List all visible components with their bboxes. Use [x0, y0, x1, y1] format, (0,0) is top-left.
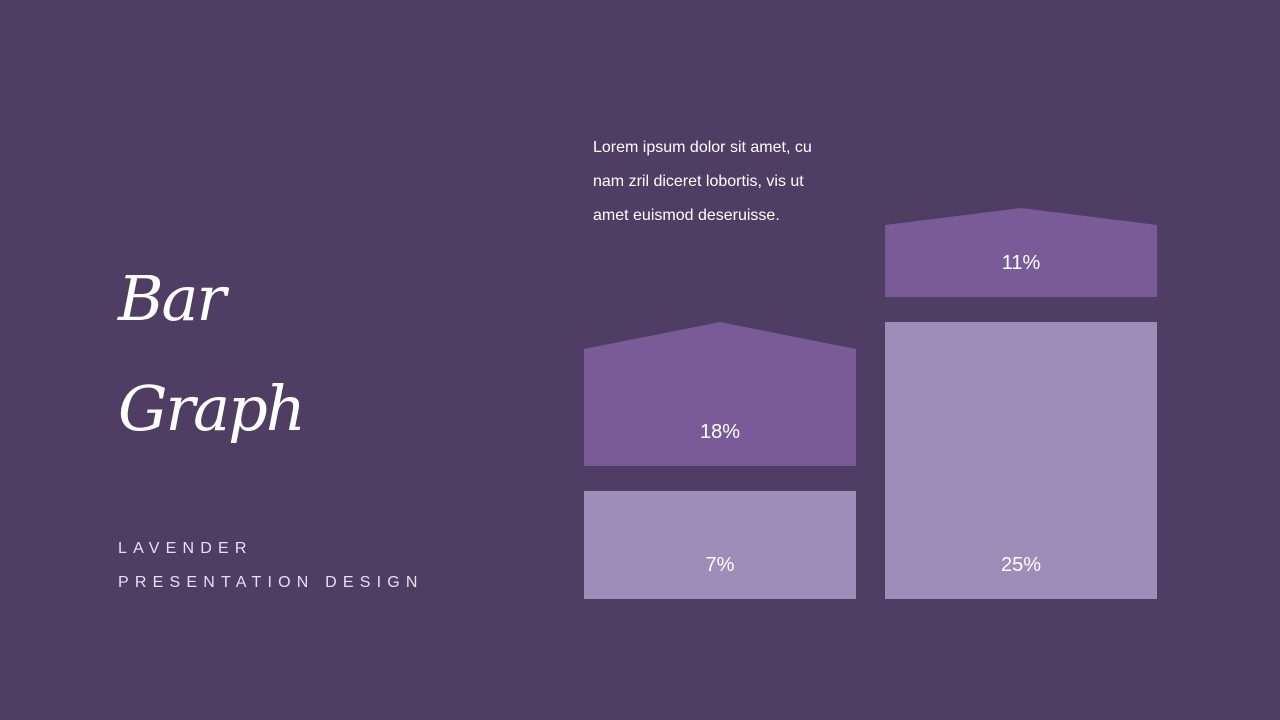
bar-1-top: 18%: [584, 322, 856, 466]
bar-label: 18%: [699, 421, 741, 443]
bar-2-top: 11%: [885, 208, 1157, 297]
bar-label: 7%: [705, 554, 735, 576]
bar-2-bottom: 25%: [885, 322, 1157, 599]
bar-1-bottom: 7%: [584, 491, 856, 599]
bar-label: 25%: [1000, 554, 1042, 576]
slide-title-line2: Graph: [118, 372, 306, 445]
subtitle-line2: PRESENTATION DESIGN: [118, 574, 424, 591]
slide-title-line1: Bar: [118, 262, 226, 335]
bar-label: 11%: [1001, 252, 1041, 274]
description-text: Lorem ipsum dolor sit amet, cu nam zril …: [593, 139, 812, 224]
subtitle-line1: LAVENDER: [118, 540, 253, 557]
